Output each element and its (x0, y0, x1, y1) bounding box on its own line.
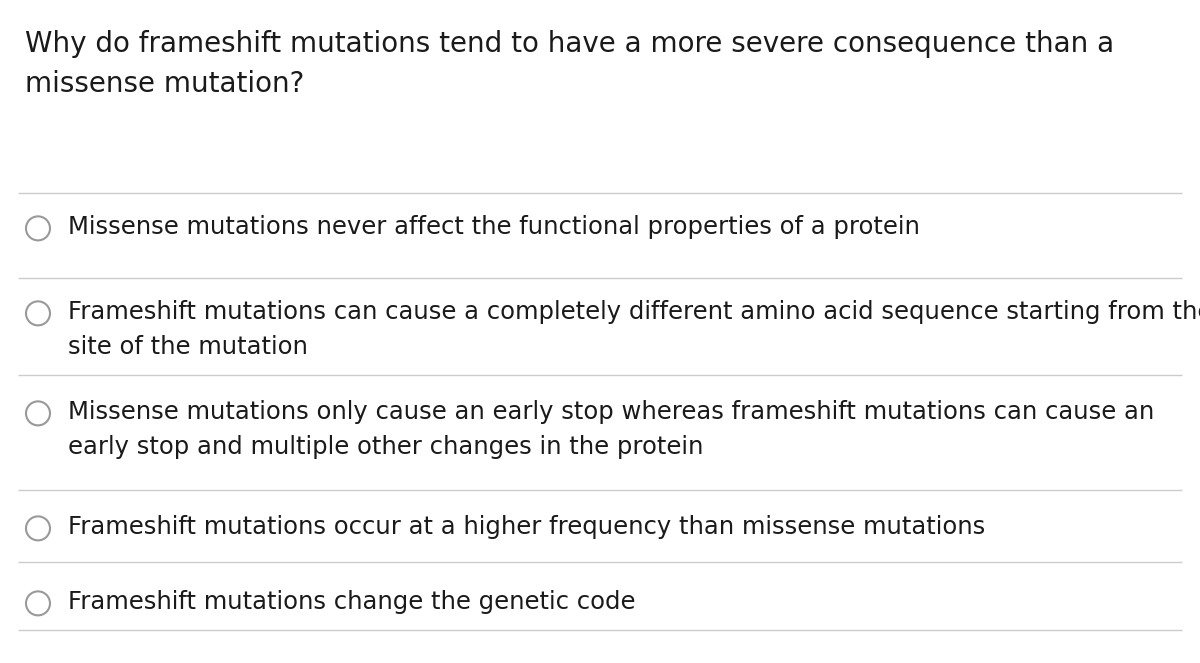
Text: Frameshift mutations change the genetic code: Frameshift mutations change the genetic … (68, 590, 636, 614)
Text: Missense mutations only cause an early stop whereas frameshift mutations can cau: Missense mutations only cause an early s… (68, 400, 1154, 459)
Text: Why do frameshift mutations tend to have a more severe consequence than a
missen: Why do frameshift mutations tend to have… (25, 30, 1114, 98)
Text: Frameshift mutations occur at a higher frequency than missense mutations: Frameshift mutations occur at a higher f… (68, 515, 985, 539)
Text: Frameshift mutations can cause a completely different amino acid sequence starti: Frameshift mutations can cause a complet… (68, 300, 1200, 359)
Text: Missense mutations never affect the functional properties of a protein: Missense mutations never affect the func… (68, 215, 920, 239)
